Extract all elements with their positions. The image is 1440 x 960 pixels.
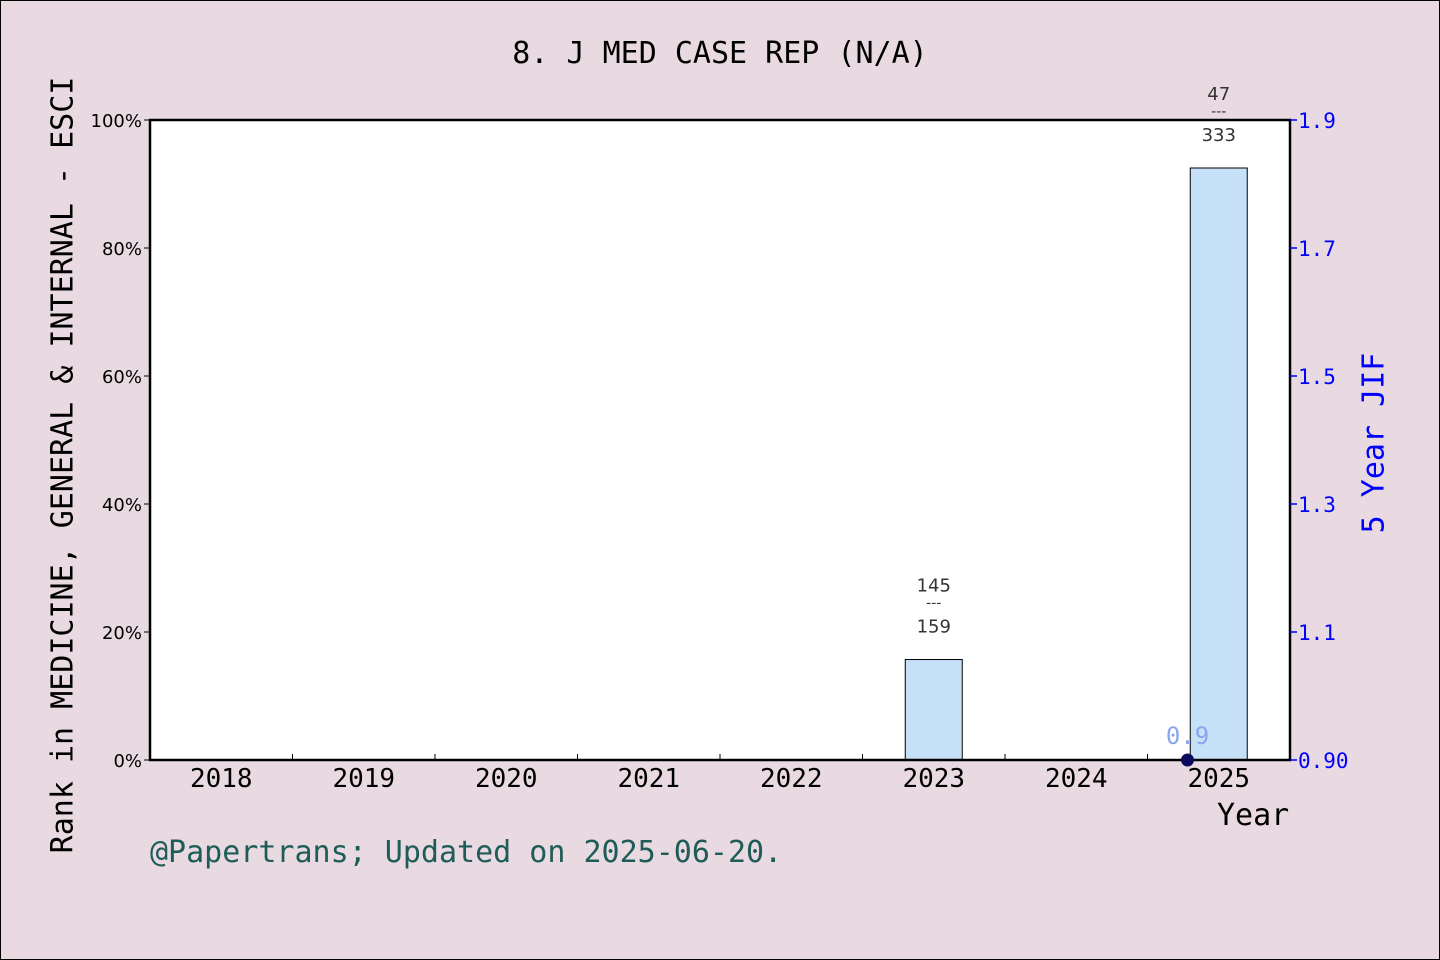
bar-fraction-line-2023: --- xyxy=(926,596,941,612)
footer-credit: @Papertrans; Updated on 2025-06-20. xyxy=(150,835,783,870)
y-tick-label: 60% xyxy=(102,367,142,388)
x-tick-label-2022: 2022 xyxy=(760,764,823,794)
y2-tick-label: 0.90 xyxy=(1298,749,1349,773)
bar-2025 xyxy=(1189,167,1248,761)
y-tick-label: 80% xyxy=(102,239,142,260)
x-tick-label-2023: 2023 xyxy=(902,764,965,794)
y-tick-label: 100% xyxy=(91,111,142,132)
bar-total-label-2025: 333 xyxy=(1202,125,1236,146)
bar-2023 xyxy=(904,659,963,761)
x-tick-label-2025: 2025 xyxy=(1187,764,1250,794)
y2-tick-label: 1.3 xyxy=(1298,493,1336,517)
y2-tick-label: 1.1 xyxy=(1298,621,1336,645)
y-axis-label: Rank in MEDICINE, GENERAL & INTERNAL - E… xyxy=(45,76,81,854)
bar-total-label-2023: 159 xyxy=(917,617,951,638)
y-tick-label: 0% xyxy=(113,751,142,772)
y2-tick-label: 1.5 xyxy=(1298,365,1336,389)
x-tick-label-2019: 2019 xyxy=(332,764,395,794)
jif-point-label-2025: 0.9 xyxy=(1166,722,1209,750)
bar-rank-label-2023: 145 xyxy=(917,576,951,597)
y2-tick-label: 1.7 xyxy=(1298,237,1336,261)
y2-tick-label: 1.9 xyxy=(1298,109,1336,133)
x-tick-label-2024: 2024 xyxy=(1045,764,1108,794)
x-tick-label-2021: 2021 xyxy=(617,764,680,794)
y-tick-label: 40% xyxy=(102,495,142,516)
bar-fraction-line-2025: --- xyxy=(1211,104,1226,120)
jif-point-2025 xyxy=(1181,753,1194,767)
chart-title: 8. J MED CASE REP (N/A) xyxy=(512,36,928,71)
x-axis-label: Year xyxy=(1217,798,1290,833)
y-tick-label: 20% xyxy=(102,623,142,644)
y2-axis-label: 5 Year JIF xyxy=(1356,352,1392,534)
x-tick-label-2020: 2020 xyxy=(475,764,538,794)
plot-area xyxy=(150,120,1290,760)
x-tick-label-2018: 2018 xyxy=(190,764,253,794)
bar-rank-label-2025: 47 xyxy=(1207,84,1230,105)
